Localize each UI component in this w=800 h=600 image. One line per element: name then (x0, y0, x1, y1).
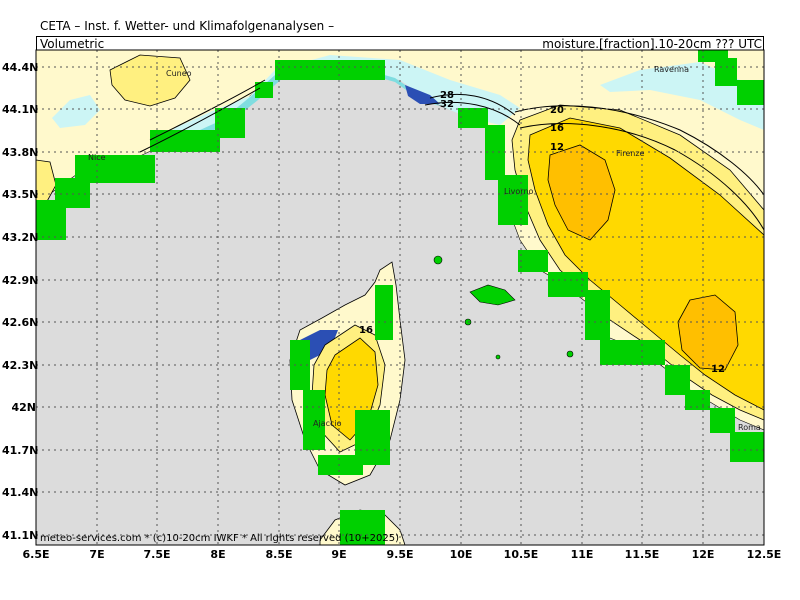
lon-label-12-5: 12.5E (746, 548, 782, 561)
wet-pocket-west (52, 95, 100, 128)
variable-name: Volumetric (40, 37, 105, 51)
map-frame (35, 49, 765, 546)
lon-label-10: 10E (449, 548, 473, 561)
institute-title: CETA – Inst. f. Wetter- und Klimafolgena… (40, 19, 335, 33)
lat-lon-grid (36, 50, 764, 545)
island-giglio (566, 350, 574, 358)
lat-label-42-3: 42.3N (2, 359, 39, 372)
land-mask-cells (36, 50, 764, 545)
lat-label-42-6: 42.6N (2, 316, 39, 329)
lat-label-44-4: 44.4N (2, 61, 39, 74)
contour-label-16: 16 (550, 123, 564, 134)
contour-label-12: 12 (550, 142, 564, 153)
island-capraia (433, 255, 443, 265)
contour-label-20: 20 (550, 105, 564, 116)
contour-lines (139, 79, 764, 231)
variable-units: moisture.[fraction].10-20cm ??? UTC (542, 37, 762, 51)
city-label-roma: Roma (738, 423, 761, 432)
header-frame (36, 36, 764, 50)
contour-label-12-lazio: 12 (711, 364, 725, 375)
wet-band-ligurian (150, 55, 520, 150)
contour-label-32: 32 (440, 99, 454, 110)
copyright-credit: meteo-services.com * (c)10-20cm IWKF * A… (40, 533, 400, 544)
lon-label-9: 9E (331, 548, 347, 561)
city-label-livorno: Livorno (504, 187, 534, 196)
lon-label-11: 11E (570, 548, 594, 561)
city-label-nice: Nice (88, 153, 106, 162)
contour-label-28: 28 (440, 90, 454, 101)
dry-max-lazio (677, 294, 739, 371)
lat-label-43-8: 43.8N (2, 146, 39, 159)
lon-label-6-5: 6.5E (22, 548, 50, 561)
lon-label-8: 8E (210, 548, 226, 561)
dry-patch-nice (36, 159, 57, 209)
lon-label-10-5: 10.5E (503, 548, 539, 561)
city-label-ajaccio: Ajaccio (313, 419, 342, 428)
lat-label-42: 42N (11, 401, 36, 414)
city-label-ravenna: Ravenna (654, 65, 689, 74)
lat-label-41-7: 41.7N (2, 444, 39, 457)
city-label-cuneo: Cuneo (166, 69, 192, 78)
lon-label-7-5: 7.5E (143, 548, 171, 561)
contour-label-16-corsica: 16 (359, 325, 373, 336)
lat-label-44-1: 44.1N (2, 103, 39, 116)
lat-label-42-9: 42.9N (2, 274, 39, 287)
lon-label-8-5: 8.5E (265, 548, 293, 561)
island-elba (469, 284, 516, 306)
dry-max-tuscany (547, 144, 616, 241)
lat-label-43-2: 43.2N (2, 231, 39, 244)
city-label-firenze: Firenze (616, 149, 645, 158)
lat-label-43-5: 43.5N (2, 188, 39, 201)
lon-label-7: 7E (89, 548, 105, 561)
lon-label-9-5: 9.5E (386, 548, 414, 561)
lon-label-12: 12E (691, 548, 715, 561)
wet-band-dark (405, 85, 440, 104)
lat-label-41-1: 41.1N (2, 529, 39, 542)
lon-label-11-5: 11.5E (624, 548, 660, 561)
dry-patch-cuneo (109, 54, 191, 107)
lat-label-41-4: 41.4N (2, 486, 39, 499)
island-montecristo (495, 354, 501, 360)
